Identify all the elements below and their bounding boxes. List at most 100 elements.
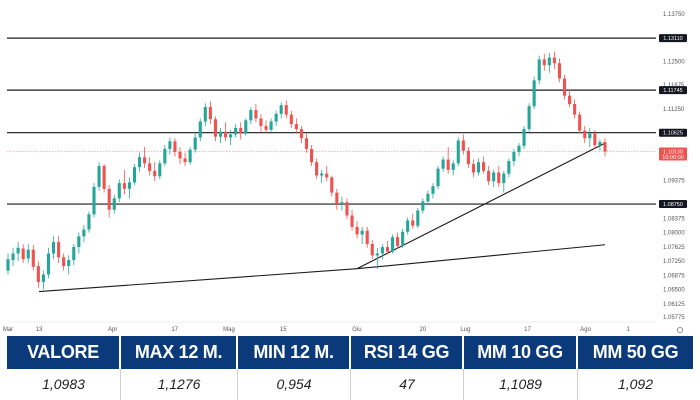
candle-body [487, 170, 491, 182]
candle-body [21, 248, 25, 260]
candle-body [578, 114, 582, 131]
candle-body [193, 137, 197, 150]
candle-body [497, 172, 501, 184]
candle-body [132, 167, 137, 183]
level-label: 1.10625 [663, 131, 683, 137]
candle-body [461, 140, 465, 151]
candle-body [476, 162, 481, 173]
candle-body [390, 237, 395, 252]
candle-body [158, 163, 162, 177]
y-tick-label: 1.07250 [663, 259, 685, 265]
candle-body [385, 247, 389, 252]
candle-body [208, 107, 212, 120]
candle-body [436, 168, 440, 187]
candle-body [274, 113, 278, 122]
y-tick-label: 1.08000 [663, 231, 685, 237]
trendline [356, 142, 606, 270]
level-label: 1.08750 [663, 202, 683, 208]
x-tick-label: 17 [171, 327, 178, 333]
candle-body [588, 133, 592, 139]
settings-icon[interactable] [676, 326, 684, 334]
current-price-label-bg [659, 147, 687, 161]
candle-body [355, 226, 359, 235]
candle-body [16, 247, 20, 254]
y-tick-label: 1.12500 [663, 59, 685, 65]
candle-body [31, 249, 35, 267]
price-chart: 1.137501.131251.125001.118751.112501.106… [3, 12, 687, 334]
y-tick-label: 1.06125 [663, 302, 685, 308]
level-label: 1.13110 [663, 36, 682, 42]
y-tick-label: 1.08375 [663, 216, 685, 222]
candle-body [67, 259, 71, 267]
candle-body [107, 188, 111, 210]
candle-body [218, 131, 223, 137]
stats-value-mm50: 1,092 [617, 376, 654, 392]
stats-header-max: MAX 12 M. [121, 336, 238, 369]
candle-body [466, 150, 470, 165]
candle-body [117, 183, 121, 199]
candle-body [406, 220, 410, 232]
candle-body [411, 220, 415, 226]
candle-body [122, 183, 126, 189]
candle-body [127, 182, 131, 189]
candle-body [284, 105, 288, 115]
candle-body [507, 161, 511, 174]
candle-body [26, 249, 30, 259]
candle-body [57, 242, 61, 258]
candle-body [234, 127, 238, 135]
candle-body [416, 210, 420, 226]
stats-header-mm50: MM 50 GG [578, 336, 693, 369]
level-label: 1.11745 [663, 88, 682, 94]
candle-body [375, 253, 379, 256]
candle-body [264, 126, 268, 130]
candle-body [593, 133, 597, 146]
candle-body [512, 151, 516, 162]
candle-body [239, 127, 243, 134]
y-tick-label: 1.11250 [663, 107, 685, 113]
y-tick-label: 1.06500 [663, 288, 685, 294]
candle-body [441, 159, 445, 169]
level-label-bg [659, 128, 687, 137]
stats-header-valore: VALORE [7, 336, 121, 369]
candle-body [471, 164, 476, 173]
candle-body [532, 80, 536, 107]
candle-body [244, 120, 248, 134]
candle-body [527, 106, 531, 130]
candle-body [365, 230, 369, 244]
candle-body [583, 130, 587, 139]
candle-body [456, 140, 460, 164]
candle-body [573, 103, 577, 115]
candle-body [92, 186, 96, 215]
candle-body [345, 202, 349, 216]
candle-body [143, 157, 147, 164]
candle-body [51, 242, 56, 254]
candle-body [562, 78, 567, 96]
candle-body [153, 170, 157, 177]
stats-value-rsi: 47 [351, 369, 464, 400]
candle-body [41, 274, 45, 283]
candle-body [249, 110, 253, 121]
candle-body [568, 95, 572, 104]
stats-header-mm10: MM 10 GG [464, 336, 578, 369]
candle-body [542, 59, 546, 66]
level-label-bg [659, 86, 687, 95]
candle-body [173, 141, 177, 152]
x-tick-label: Mar [3, 327, 13, 333]
candle-body [309, 148, 314, 163]
candle-body [11, 253, 15, 260]
x-tick-label: 15 [280, 327, 287, 333]
candle-body [213, 119, 217, 137]
y-tick-label: 1.06875 [663, 273, 685, 279]
candle-body [325, 173, 329, 178]
candle-body [97, 166, 101, 187]
candle-body [137, 157, 142, 168]
candle-body [396, 237, 400, 246]
level-label-bg [659, 34, 687, 43]
candle-body [77, 236, 81, 248]
candle-body [188, 149, 192, 163]
candle-body [335, 192, 339, 205]
candle-body [401, 231, 405, 246]
stats-header-min: MIN 12 M. [238, 336, 351, 369]
candle-body [380, 247, 384, 254]
candle-body [178, 151, 182, 159]
